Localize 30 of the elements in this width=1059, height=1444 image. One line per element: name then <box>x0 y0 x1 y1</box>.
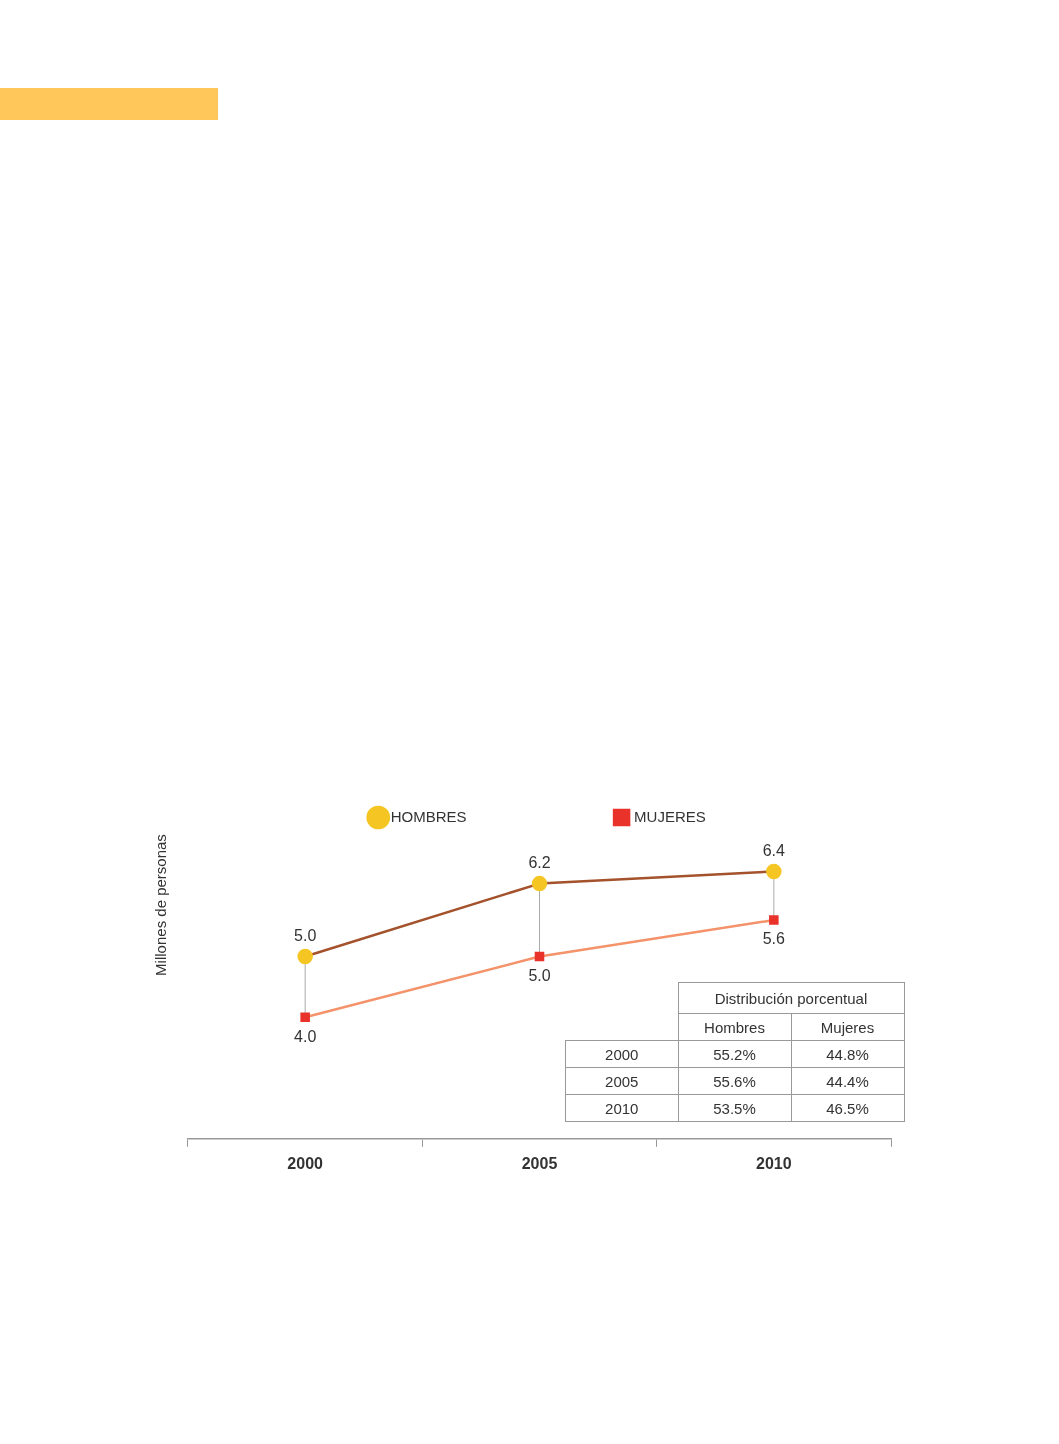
data-label: 4.0 <box>294 1027 317 1045</box>
text: 55.6% <box>678 1067 791 1095</box>
text: 53.5% <box>678 1094 791 1122</box>
point <box>766 863 782 880</box>
point <box>531 875 548 892</box>
data-label: 5.0 <box>294 926 317 944</box>
text: 44.4% <box>791 1067 904 1095</box>
point <box>769 915 779 925</box>
text: Mujeres <box>791 1013 904 1041</box>
legend-label: MUJERES <box>634 807 706 825</box>
legend-label: HOMBRES <box>390 807 467 825</box>
text: 2010 <box>565 1094 678 1122</box>
text: Hombres <box>678 1013 791 1041</box>
text: 2005 <box>565 1067 678 1095</box>
x-tick-label: 2005 <box>521 1154 558 1172</box>
text: 2000 <box>565 1040 678 1068</box>
text: 44.8% <box>791 1040 904 1068</box>
x-tick-label: 2010 <box>756 1154 792 1172</box>
y-axis-title: Millones de personas <box>151 834 169 976</box>
point <box>534 951 545 962</box>
x-tick-label: 2000 <box>287 1154 324 1172</box>
data-label: 5.0 <box>528 966 551 984</box>
annotation: Distribución porcentual <box>678 982 904 1014</box>
text: 46.5% <box>791 1094 904 1122</box>
data-label: 5.6 <box>762 930 786 948</box>
data-label: 6.4 <box>762 841 786 859</box>
text: 55.2% <box>678 1040 791 1068</box>
point <box>300 1012 310 1023</box>
data-label: 6.2 <box>528 854 551 872</box>
point <box>297 948 313 965</box>
